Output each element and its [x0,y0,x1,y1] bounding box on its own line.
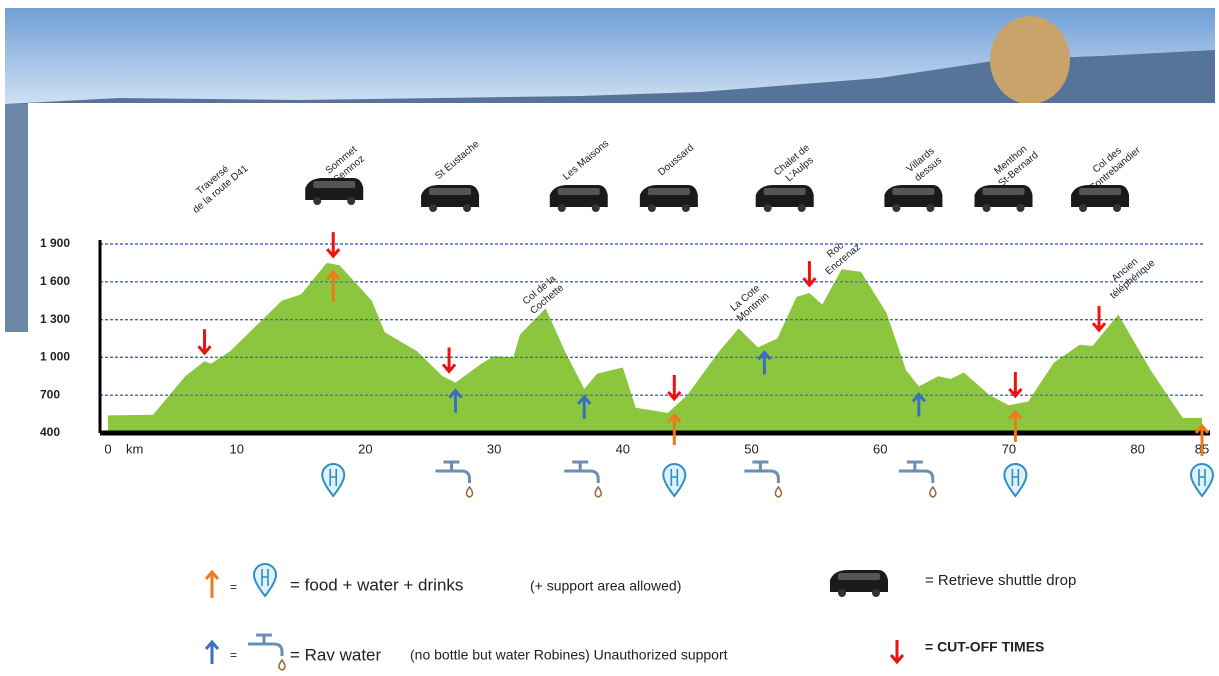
van-wheel [682,204,690,212]
legend-food: = food + water + drinks [290,575,463,594]
van-window [764,188,806,195]
van-wheel [983,204,991,212]
x-unit: km [126,441,143,456]
van-wheel [648,204,656,212]
van-window [558,188,600,195]
van-window [1079,188,1121,195]
van-window [429,188,471,195]
legend-shuttle: = Retrieve shuttle drop [925,572,1076,589]
van-wheel [892,204,900,212]
van-wheel [1017,204,1025,212]
legend-eq: = [230,580,237,594]
van-wheel [429,204,437,212]
y-tick-label: 1 900 [40,236,70,250]
y-tick-label: 1 000 [40,350,70,364]
x-tick-label: 80 [1130,441,1144,456]
x-tick-label: 60 [873,441,887,456]
side-photo [5,104,29,332]
van-wheel [926,204,934,212]
y-tick-label: 700 [40,387,60,401]
chart: 400 700 1 000 1 300 1 600 1 900 0 10 20 30 40 50 60 7… [0,0,1219,671]
x-tick-label: 50 [744,441,758,456]
van-wheel [764,204,772,212]
x-tick-label: 20 [358,441,372,456]
legend-food-note: (+ support area allowed) [530,578,681,594]
van-wheel [463,204,471,212]
van-wheel [558,204,566,212]
van-wheel [872,589,880,597]
van-window [838,573,880,580]
van-window [648,188,690,195]
van-window [892,188,934,195]
van-wheel [1079,204,1087,212]
y-tick-label: 1 300 [40,312,70,326]
x-tick-label: 0 [104,441,111,456]
van-wheel [592,204,600,212]
legend-eq: = [230,648,237,662]
x-tick-label: 10 [229,441,243,456]
x-tick-label: 70 [1002,441,1016,456]
van-wheel [313,197,321,205]
x-tick-label: 30 [487,441,501,456]
van-window [983,188,1025,195]
x-tick-label: 40 [616,441,630,456]
van-wheel [838,589,846,597]
y-tick-label: 400 [40,425,60,439]
legend-water: = Rav water [290,645,382,664]
legend-water-note: (no bottle but water Robines) Unauthoriz… [410,647,728,663]
van-wheel [1113,204,1121,212]
van-window [313,181,355,188]
y-tick-label: 1 600 [40,274,70,288]
hiker [990,16,1070,104]
legend-cutoff: = CUT-OFF TIMES [925,639,1044,655]
van-wheel [798,204,806,212]
van-wheel [347,197,355,205]
